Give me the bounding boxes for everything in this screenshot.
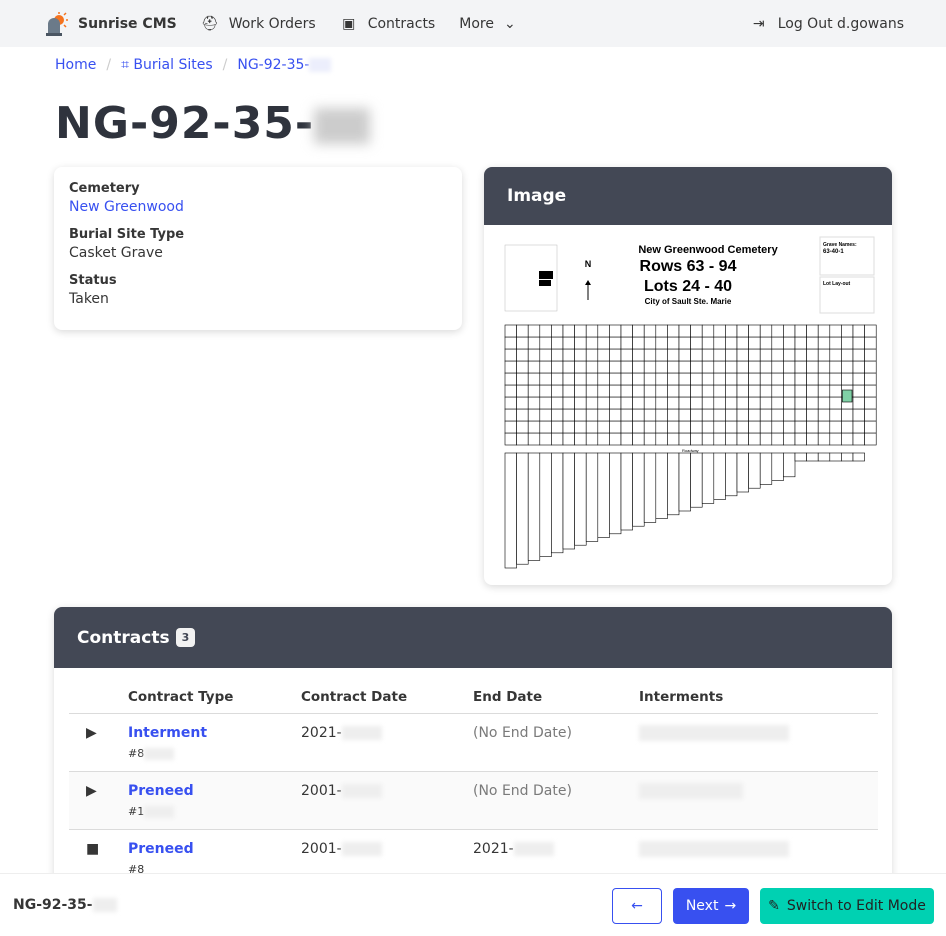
end-date: (No End Date) (473, 771, 639, 830)
type-value: Casket Grave (69, 245, 163, 261)
type-label: Burial Site Type (69, 227, 185, 242)
nav-work-orders[interactable]: ⛑ Work Orders (201, 16, 316, 32)
pencil-icon: ✎ (768, 898, 780, 914)
map-plot (794, 452, 807, 462)
map-plot (783, 452, 796, 478)
breadcrumb-home[interactable]: Home (55, 57, 97, 73)
nav-label: Contracts (367, 15, 436, 32)
previous-button[interactable]: ← (612, 888, 662, 924)
table-row: ▶ Preneed #1 2001- (No End Date) (69, 771, 878, 830)
map-plot (632, 452, 645, 527)
map-plot (667, 452, 680, 516)
contract-icon: ▣ (342, 15, 356, 32)
map-plot (713, 452, 726, 500)
map-plot (643, 452, 657, 523)
map-plot (678, 452, 691, 512)
top-nav: Sunrise CMS ⛑ Work Orders ▣ Contracts More… (0, 0, 946, 47)
contract-type-link[interactable]: Preneed (128, 841, 194, 857)
map-plot (725, 452, 738, 497)
breadcrumb-current[interactable]: NG-92-35- (237, 57, 332, 73)
map-plot (504, 452, 517, 569)
chevron-down-icon: ⌄ (503, 15, 516, 32)
play-icon: ▶ (69, 713, 128, 772)
map-plot (620, 452, 633, 531)
map-plot (817, 452, 831, 462)
svg-text:City of Sault Ste. Marie: City of Sault Ste. Marie (645, 297, 732, 306)
footer-bar: NG-92-35- ← Next → ✎ Switch to Edit Mode (0, 873, 946, 936)
map-plot (574, 452, 587, 546)
table-row: ▶ Interment #8 2021- (No End Date) (69, 713, 878, 772)
brand-link[interactable]: Sunrise CMS (44, 11, 177, 36)
arrow-right-icon: → (724, 898, 737, 914)
map-plot (852, 452, 865, 462)
cemetery-map-image[interactable]: New Greenwood Cemetery Rows 63 - 94 Lots… (484, 225, 892, 585)
map-plot (516, 452, 529, 565)
map-plot (551, 452, 564, 554)
breadcrumb: Home / ⌗ Burial Sites / NG-92-35- (55, 57, 332, 73)
map-plot (701, 452, 715, 504)
cemetery-link[interactable]: New Greenwood (69, 199, 184, 215)
nav-contracts[interactable]: ▣ Contracts (340, 15, 436, 32)
svg-text:Lots 24 - 40: Lots 24 - 40 (644, 278, 732, 295)
burial-site-icon: ⌗ (121, 57, 129, 73)
page-title: NG-92-35- (55, 98, 371, 149)
map-plot (597, 452, 610, 538)
status-label: Status (69, 273, 117, 288)
nav-more[interactable]: More ⌄ (459, 16, 515, 32)
logout-icon: ⇥ (752, 15, 765, 32)
status-value: Taken (69, 291, 109, 307)
nav-label: More (459, 15, 494, 32)
header-end-date: End Date (473, 680, 639, 714)
map-plot (829, 452, 842, 462)
next-button[interactable]: Next → (673, 888, 749, 924)
details-card: Cemetery New Greenwood Burial Site Type … (54, 167, 462, 330)
contracts-panel: Contracts 3 Contract Type Contract Date E… (54, 607, 892, 907)
map-plot (841, 452, 854, 462)
map-plot (771, 452, 784, 481)
header-interments: Interments (639, 680, 878, 714)
breadcrumb-burial-sites[interactable]: ⌗ Burial Sites (121, 57, 213, 73)
nav-label: Work Orders (228, 15, 316, 32)
contract-type-link[interactable]: Interment (128, 725, 208, 741)
hard-hat-icon: ⛑ (200, 15, 219, 32)
contracts-count-badge: 3 (175, 628, 196, 647)
contract-type-link[interactable]: Preneed (128, 783, 194, 799)
map-plot (736, 452, 749, 493)
svg-text:Rows 63 - 94: Rows 63 - 94 (640, 258, 737, 275)
map-plot (690, 452, 703, 508)
contracts-heading: Contracts 3 (54, 607, 892, 668)
svg-text:63-40-1: 63-40-1 (823, 249, 844, 255)
sunrise-logo-icon (46, 11, 68, 36)
brand-name: Sunrise CMS (78, 15, 177, 32)
nav-label: Log Out d.gowans (777, 15, 904, 32)
svg-text:Roadway: Roadway (682, 448, 699, 453)
logout-link[interactable]: ⇥ Log Out d.gowans (750, 16, 904, 32)
svg-text:Grave Names:: Grave Names: (823, 242, 857, 248)
map-plot (539, 452, 552, 557)
map-plot (609, 452, 622, 535)
play-icon: ▶ (69, 771, 128, 830)
edit-mode-button[interactable]: ✎ Switch to Edit Mode (760, 888, 934, 924)
header-contract-date: Contract Date (301, 680, 473, 714)
footer-site-id: NG-92-35- (13, 897, 117, 913)
svg-text:Lot Lay-out: Lot Lay-out (823, 281, 851, 287)
arrow-left-icon: ← (631, 898, 643, 914)
svg-text:N: N (585, 259, 592, 269)
map-plot (806, 452, 819, 462)
map-plot (562, 452, 575, 550)
contracts-table: Contract Type Contract Date End Date Int… (69, 680, 878, 888)
map-plot (585, 452, 599, 542)
image-heading: Image (484, 167, 892, 225)
image-panel: Image New Greenwood Cemetery Rows 63 - 9… (484, 167, 892, 585)
map-plot (655, 452, 668, 519)
map-plot (527, 452, 541, 561)
svg-text:New Greenwood Cemetery: New Greenwood Cemetery (638, 244, 778, 256)
end-date: (No End Date) (473, 713, 639, 772)
map-plot (842, 389, 853, 403)
map-plot (759, 452, 773, 485)
map-plot (748, 452, 761, 489)
header-contract-type: Contract Type (128, 680, 301, 714)
cemetery-label: Cemetery (69, 181, 140, 196)
